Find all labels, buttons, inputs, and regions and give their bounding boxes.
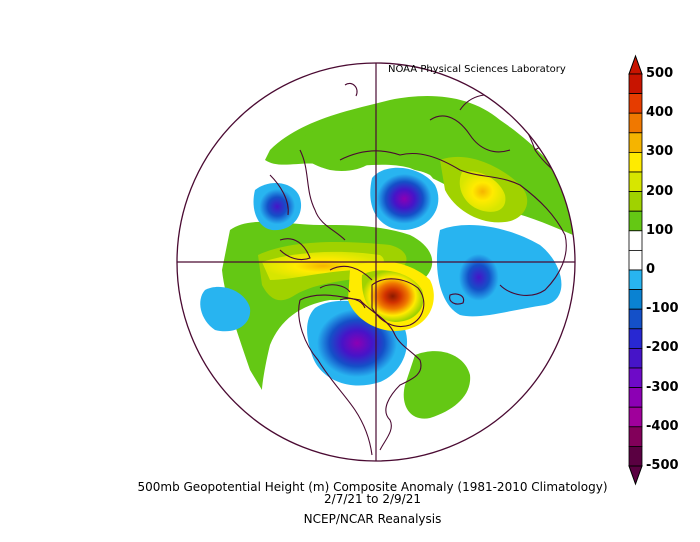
colorbar-tick-label: 400 [646, 105, 674, 121]
caption-dates: 2/7/21 to 2/9/21 [324, 492, 421, 506]
colorbar-tick-label: 200 [646, 183, 674, 199]
coast-iceland [449, 293, 465, 305]
colorbar-swatch [628, 230, 643, 251]
colorbar-arrow-bottom [628, 465, 643, 486]
colorbar-tick-label: 0 [646, 262, 656, 277]
coast-alaska [279, 238, 311, 261]
anomaly-north-pacific-band [299, 126, 381, 171]
colorbar-tick-label: 500 [646, 66, 674, 81]
credit-label: NOAA Physical Sciences Laboratory [388, 64, 566, 75]
colorbar-tick-label: -300 [646, 379, 679, 395]
colorbar-tick-label: -500 [646, 458, 679, 473]
coast-north-america [298, 294, 422, 456]
colorbar-swatch [628, 387, 643, 408]
coast-greenland [371, 278, 425, 327]
anomaly-aleutian-negative [253, 183, 302, 231]
colorbar-swatch [628, 73, 643, 95]
colorbar-swatch [628, 210, 643, 232]
anomaly-scandinavia-peak [459, 171, 506, 212]
colorbar-swatch [628, 269, 643, 291]
colorbar-tick-label: -400 [646, 418, 679, 434]
coast-eurasia [339, 115, 567, 296]
colorbar [628, 54, 643, 486]
colorbar-tick-label: -200 [646, 340, 679, 356]
caption-title: 500mb Geopotential Height (m) Composite … [137, 480, 608, 494]
anomaly-greenland-positive-core [361, 270, 424, 322]
caption-source: NCEP/NCAR Reanalysis [303, 512, 442, 526]
colorbar-swatch [628, 112, 643, 134]
graticule [177, 63, 575, 461]
colorbar-swatch [628, 308, 643, 330]
colorbar-tick-label: -100 [646, 301, 679, 317]
colorbar-arrow-top [628, 54, 643, 75]
colorbar-swatch [628, 171, 643, 193]
colorbar-tick-label: 100 [646, 222, 674, 238]
coast-asia-east [269, 149, 346, 241]
colorbar-swatch [628, 93, 643, 114]
colorbar-swatch [628, 406, 643, 428]
colorbar-swatch [628, 445, 643, 467]
anomaly-field [200, 96, 575, 419]
colorbar-tick-label: 300 [646, 144, 674, 160]
colorbar-swatch [628, 289, 643, 310]
colorbar-swatch [628, 328, 643, 349]
colorbar-swatch [628, 426, 643, 447]
coast-japan [344, 82, 358, 97]
colorbar-swatch [628, 367, 643, 389]
coast-canadian-arctic [319, 265, 373, 309]
hemisphere-border [176, 62, 576, 462]
colorbar-swatch [628, 249, 643, 271]
colorbar-swatch [628, 151, 643, 173]
colorbar-swatch [628, 132, 643, 153]
anomaly-pacific-positive-yellow [262, 251, 384, 280]
colorbar-swatch [628, 347, 643, 369]
colorbar-swatch [628, 191, 643, 212]
anomaly-subtropical-atlantic-positive [403, 351, 471, 419]
anomaly-kara-sea-negative [370, 167, 439, 230]
anomaly-east-pacific-negative [200, 286, 251, 332]
